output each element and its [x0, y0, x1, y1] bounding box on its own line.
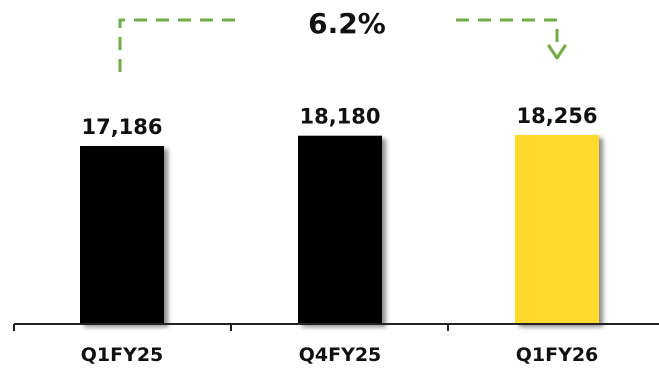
category-label-q4fy25: Q4FY25 [299, 344, 382, 366]
category-label-q1fy25: Q1FY25 [81, 344, 164, 366]
growth-connector-left [118, 18, 240, 72]
category-label-q1fy26: Q1FY26 [516, 344, 599, 366]
axis-layer [13, 323, 659, 331]
bars-layer [80, 134, 599, 324]
growth-connector-right [456, 18, 559, 50]
growth-percentage-label: 6.2% [308, 7, 386, 40]
data-label-q4fy25: 18,180 [299, 105, 380, 129]
labels-layer: 17,186 Q1FY25 18,180 Q4FY25 18,256 Q1FY26 [81, 104, 599, 366]
growth-annotation: 6.2% [118, 7, 567, 72]
bar-q1fy26 [515, 134, 599, 324]
data-label-q1fy25: 17,186 [81, 115, 162, 139]
growth-arrow-head [547, 44, 567, 60]
bar-q1fy25 [80, 146, 164, 324]
data-label-q1fy26: 18,256 [516, 104, 597, 128]
bar-q4fy25 [298, 135, 382, 324]
